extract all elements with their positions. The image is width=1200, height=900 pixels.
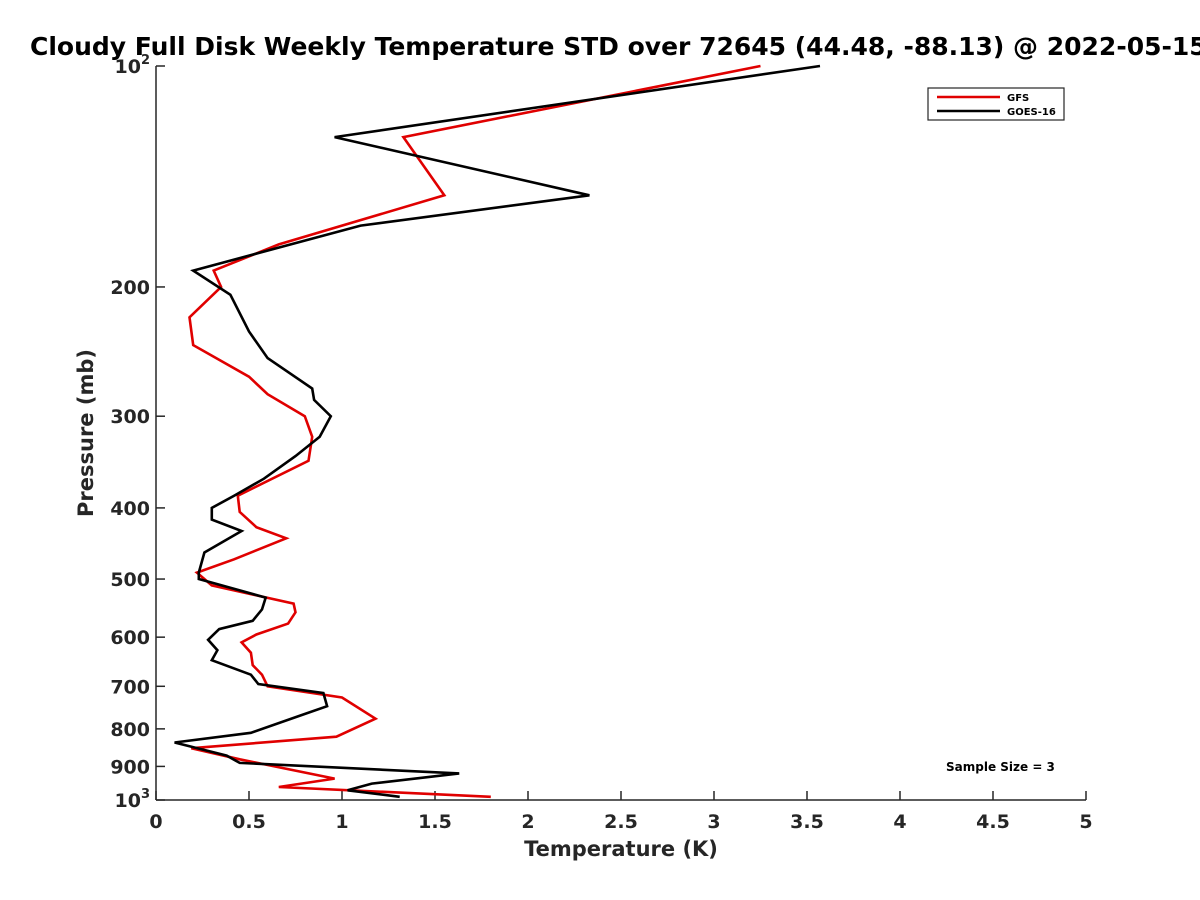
x-tick-label: 2.5	[604, 811, 638, 833]
legend-box	[927, 87, 1065, 121]
sample-size-annotation: Sample Size = 3	[946, 760, 1055, 774]
y-tick-label: 400	[110, 498, 150, 520]
y-tick-base: 10	[115, 56, 141, 78]
y-axis-label: Pressure (mb)	[74, 349, 98, 517]
y-tick-label: 300	[110, 406, 150, 428]
series-layer	[174, 64, 821, 799]
chart-title: Cloudy Full Disk Weekly Temperature STD …	[30, 32, 1200, 61]
y-tick-label: 900	[110, 756, 150, 778]
y-tick-label: 103	[115, 787, 151, 812]
y-tick-label: 200	[110, 277, 150, 299]
legend-label: GFS	[1007, 93, 1029, 104]
x-axis-label: Temperature (K)	[524, 837, 718, 861]
x-tick-label: 0.5	[232, 811, 266, 833]
legend-label: GOES-16	[1007, 107, 1056, 118]
series-line-goes-16	[174, 64, 821, 799]
y-tick-exponent: 3	[141, 787, 150, 802]
y-tick-exponent: 2	[141, 53, 150, 68]
x-tick-label: 4	[893, 811, 906, 833]
y-tick-label: 500	[110, 569, 150, 591]
x-tick-label: 0	[149, 811, 162, 833]
series-line-gfs	[188, 64, 761, 799]
x-tick-label: 2	[521, 811, 534, 833]
y-tick-label: 102	[115, 53, 151, 78]
y-tick-label: 600	[110, 627, 150, 649]
y-tick-base: 10	[115, 790, 141, 812]
y-tick-label: 800	[110, 719, 150, 741]
legend: GFS GOES-16	[927, 87, 1065, 121]
x-tick-label: 1	[335, 811, 348, 833]
x-axis-ticks: 0 0.5 1 1.5 2 2.5 3 3.5 4 4.5 5	[149, 791, 1093, 833]
x-tick-label: 5	[1079, 811, 1092, 833]
x-tick-label: 4.5	[976, 811, 1010, 833]
x-tick-label: 3.5	[790, 811, 824, 833]
x-tick-label: 3	[707, 811, 720, 833]
x-tick-label: 1.5	[418, 811, 452, 833]
y-tick-label: 700	[110, 676, 150, 698]
